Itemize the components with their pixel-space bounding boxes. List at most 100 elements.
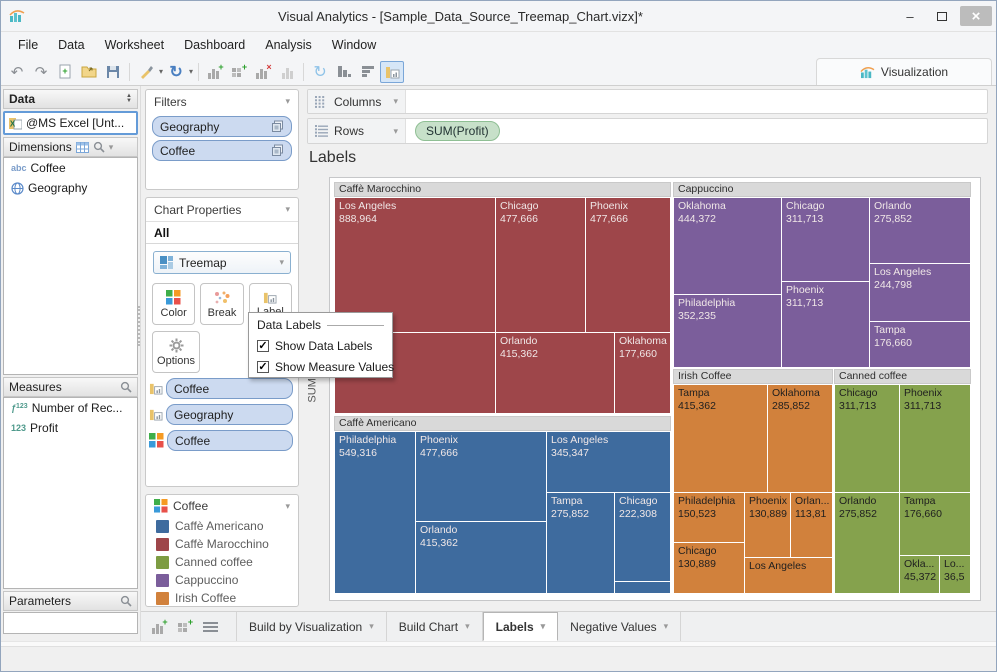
treemap-tile[interactable] xyxy=(615,582,670,593)
treemap-tile[interactable]: Los Angeles 888,964 xyxy=(335,198,495,332)
treemap-tile[interactable]: Lo... 36,5 xyxy=(940,556,970,593)
treemap-tile[interactable]: Los Angeles 345,347 xyxy=(547,432,670,492)
menu-item-file[interactable]: File xyxy=(18,38,39,52)
rows-measure-pill[interactable]: SUM(Profit) xyxy=(415,121,500,141)
filter-pill-coffee[interactable]: Coffee xyxy=(152,140,292,161)
dimensions-header[interactable]: Dimensions ▾ xyxy=(3,137,138,157)
add-grid-icon[interactable]: + xyxy=(227,61,251,83)
measures-header[interactable]: Measures xyxy=(3,377,138,397)
measure-item[interactable]: ƒ 123 Number of Rec... xyxy=(4,398,137,418)
align-bars-icon[interactable] xyxy=(356,61,380,83)
panel-resize-handle[interactable] xyxy=(138,306,142,346)
datasource-item[interactable]: X @MS Excel [Unt... xyxy=(3,111,138,135)
data-panel-header[interactable]: Data ▲ ▼ xyxy=(3,89,138,109)
legend-header[interactable]: Coffee ▾ xyxy=(146,495,298,517)
chart-type-select[interactable]: Treemap ▾ xyxy=(153,251,291,274)
format-painter-dropdown[interactable]: ▾ xyxy=(159,67,164,76)
treemap-tile[interactable]: Chicago 311,713 xyxy=(782,198,869,281)
treemap-tile[interactable]: Los Angeles xyxy=(745,558,832,593)
menu-item-data[interactable]: Data xyxy=(58,38,85,52)
color-button[interactable]: Color xyxy=(152,283,196,325)
search-icon[interactable] xyxy=(120,595,132,607)
measure-item[interactable]: 123 Profit xyxy=(4,418,137,438)
search-icon[interactable] xyxy=(93,141,105,153)
label-tool-icon[interactable] xyxy=(380,60,405,83)
filters-header[interactable]: Filters ▾ xyxy=(146,90,298,113)
treemap-tile[interactable]: Oklahoma 285,852 xyxy=(768,385,832,492)
treemap-tile[interactable]: Tampa 415,362 xyxy=(674,385,767,492)
legend-item[interactable]: Caffè Americano xyxy=(146,517,298,535)
columns-shelf-header[interactable]: Columns ▾ xyxy=(308,90,406,113)
minimize-button[interactable]: – xyxy=(906,8,914,24)
property-pill-coffee[interactable]: Coffee xyxy=(166,378,293,399)
chevron-down-icon[interactable]: ▾ xyxy=(465,621,470,631)
dimension-item[interactable]: Geography xyxy=(4,178,137,198)
treemap-tile[interactable]: Orlando 415,362 xyxy=(496,333,614,413)
treemap-tile[interactable]: Phoenix 311,713 xyxy=(900,385,970,492)
treemap-tile[interactable]: Okla... 45,372 xyxy=(900,556,939,593)
sort-icon[interactable]: ▲ ▼ xyxy=(126,93,132,104)
treemap-tile[interactable]: Orlando 275,852 xyxy=(870,198,970,263)
treemap-tile[interactable]: Orlan... 113,81 xyxy=(791,493,832,557)
format-painter-icon[interactable] xyxy=(134,61,158,83)
worksheet-tab-labels[interactable]: Labels ▾ xyxy=(482,612,559,641)
property-pill-coffee[interactable]: Coffee xyxy=(167,430,293,451)
sheet-list-icon[interactable] xyxy=(203,621,218,633)
columns-shelf[interactable]: Columns ▾ xyxy=(307,89,988,114)
rows-shelf[interactable]: Rows ▾ SUM(Profit) xyxy=(307,118,988,144)
menu-item-window[interactable]: Window xyxy=(331,38,377,52)
table-icon[interactable] xyxy=(75,141,89,153)
treemap-tile[interactable]: Chicago 311,713 xyxy=(835,385,899,492)
treemap-tile[interactable]: Orlando 415,362 xyxy=(416,522,546,593)
treemap-tile[interactable]: Los Angeles 244,798 xyxy=(870,264,970,321)
treemap-tile[interactable]: Oklahoma 444,372 xyxy=(674,198,781,294)
treemap-tile[interactable]: Phoenix 130,889 xyxy=(745,493,790,557)
sort-descending-icon[interactable] xyxy=(332,61,356,83)
dimension-item[interactable]: abc Coffee xyxy=(4,158,137,178)
treemap-tile[interactable]: Phoenix 477,666 xyxy=(416,432,546,521)
search-icon[interactable] xyxy=(120,381,132,393)
undo-button[interactable]: ↶ xyxy=(10,63,24,81)
rotate-icon[interactable]: ↻ xyxy=(313,63,327,81)
new-file-icon[interactable]: + xyxy=(53,61,77,83)
collapse-icon[interactable]: ▾ xyxy=(285,204,290,214)
chart-properties-header[interactable]: Chart Properties ▾ xyxy=(146,198,298,221)
treemap-tile[interactable]: Chicago 222,308 xyxy=(615,493,670,581)
save-icon[interactable] xyxy=(101,61,125,83)
treemap-tile[interactable]: Philadelphia 549,316 xyxy=(335,432,415,593)
collapse-icon[interactable]: ▾ xyxy=(285,500,290,511)
menu-item-worksheet[interactable]: Worksheet xyxy=(104,38,165,52)
new-worksheet-icon[interactable]: + xyxy=(151,619,168,634)
parameters-header[interactable]: Parameters xyxy=(3,591,138,611)
redo-button[interactable]: ↷ xyxy=(34,63,48,81)
chevron-down-icon[interactable]: ▾ xyxy=(663,621,669,631)
filter-pill-geography[interactable]: Geography xyxy=(152,116,292,137)
checkbox[interactable]: ✓ xyxy=(257,361,269,373)
worksheet-tab-negative-values[interactable]: Negative Values ▾ xyxy=(558,612,682,641)
worksheet-tab-build-by-visualization[interactable]: Build by Visualization ▾ xyxy=(236,612,387,641)
checkbox[interactable]: ✓ xyxy=(257,340,269,352)
chevron-down-icon[interactable]: ▾ xyxy=(540,621,546,631)
scope-row[interactable]: All xyxy=(146,221,298,244)
refresh-icon[interactable]: ↻ xyxy=(169,63,183,81)
add-chart-icon[interactable]: + xyxy=(203,61,227,83)
menu-item-dashboard[interactable]: Dashboard xyxy=(184,38,246,52)
legend-item[interactable]: Caffè Marocchino xyxy=(146,535,298,553)
treemap-tile[interactable]: Chicago 477,666 xyxy=(496,198,585,332)
delete-chart-icon[interactable]: × xyxy=(251,61,275,83)
dimensions-dropdown-icon[interactable]: ▾ xyxy=(108,141,114,152)
legend-item[interactable]: Canned coffee xyxy=(146,553,298,571)
treemap-tile[interactable]: Oklahoma 177,660 xyxy=(615,333,670,413)
open-folder-icon[interactable] xyxy=(77,61,101,83)
refresh-dropdown[interactable]: ▾ xyxy=(189,67,194,76)
chevron-down-icon[interactable]: ▾ xyxy=(369,621,374,631)
treemap-tile[interactable]: Tampa 176,660 xyxy=(870,322,970,367)
rows-shelf-header[interactable]: Rows ▾ xyxy=(308,119,406,143)
property-pill-geography[interactable]: Geography xyxy=(166,404,293,425)
treemap-tile[interactable]: Orlando 275,852 xyxy=(835,493,899,593)
legend-item[interactable]: Irish Coffee xyxy=(146,589,298,606)
close-button[interactable]: × xyxy=(960,6,992,26)
treemap-tile[interactable]: Philadelphia 352,235 xyxy=(674,295,781,367)
options-button[interactable]: Options xyxy=(152,331,200,373)
worksheet-tab-build-chart[interactable]: Build Chart ▾ xyxy=(387,612,483,641)
